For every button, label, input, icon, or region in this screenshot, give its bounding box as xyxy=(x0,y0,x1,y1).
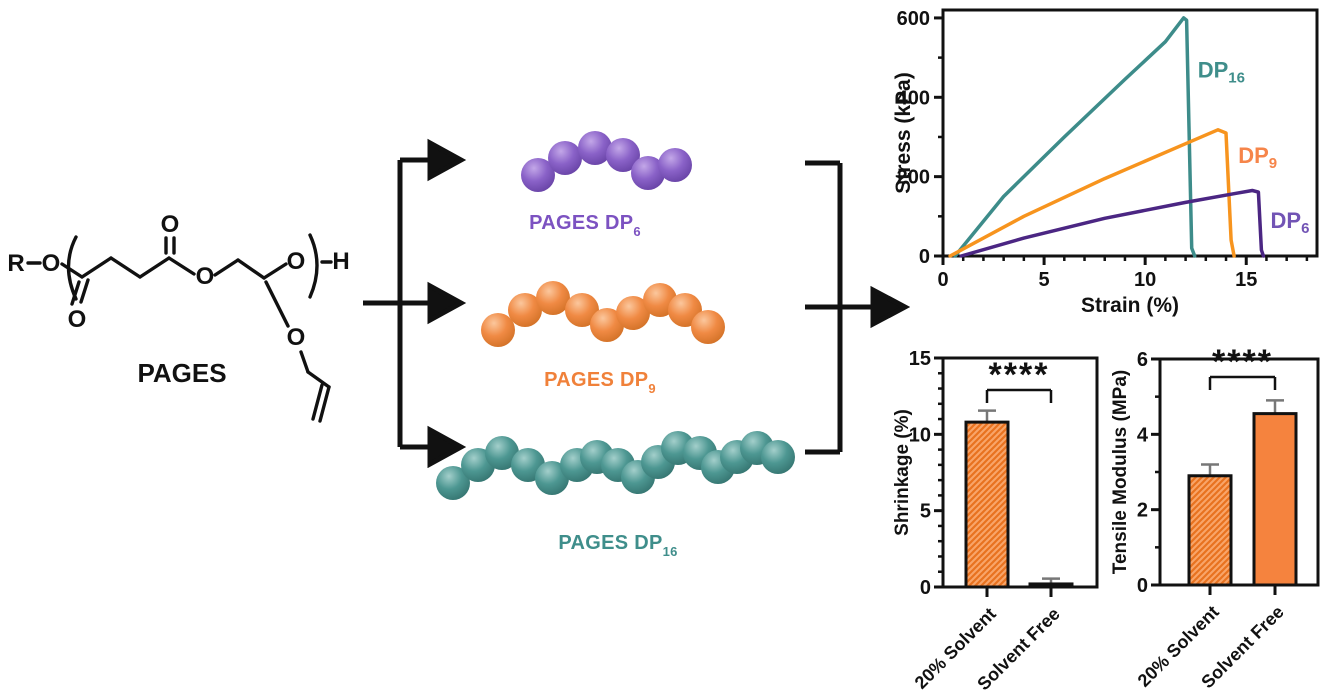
bead xyxy=(535,461,569,495)
bead xyxy=(508,293,542,327)
chain-label-dp9: PAGES DP9 xyxy=(510,369,690,396)
bead xyxy=(481,313,515,347)
branch-arrow-lines xyxy=(363,138,467,468)
bead xyxy=(436,466,470,500)
branch-arrows xyxy=(363,138,467,468)
bead xyxy=(631,156,665,190)
bead-chain-dp6 xyxy=(521,131,692,192)
series-label-DP9: DP9 xyxy=(1238,143,1277,172)
collect-bracket-arrow xyxy=(805,160,910,455)
y-axis-label: Shrinkage (%) xyxy=(892,409,913,536)
chain-label-dp16: PAGES DP16 xyxy=(528,532,708,559)
atom-O: O xyxy=(42,250,61,277)
svg-text:200: 200 xyxy=(897,167,930,189)
structure-name-label: PAGES xyxy=(137,358,226,388)
bar-20-solvent xyxy=(1187,463,1233,587)
bracket-lines xyxy=(805,160,910,455)
close-paren xyxy=(308,233,319,299)
atom-O-ester: O xyxy=(196,263,215,290)
bead xyxy=(485,436,519,470)
arrowhead-top xyxy=(427,138,467,182)
atom-H: H xyxy=(332,248,349,275)
bead xyxy=(590,308,624,342)
chain-label-sub: 16 xyxy=(662,544,678,559)
y-axis-label: Tensile Modulus (MPa) xyxy=(1110,370,1131,574)
bead xyxy=(578,131,612,165)
svg-text:600: 600 xyxy=(897,8,930,30)
atom-O-carbonyl-down: O xyxy=(68,306,87,333)
svg-text:10: 10 xyxy=(909,424,931,446)
bead xyxy=(521,158,555,192)
series-DP6: DP6 xyxy=(959,188,1310,258)
bead xyxy=(691,310,725,344)
bead xyxy=(565,293,599,327)
chain-label-text: PAGES DP xyxy=(558,532,663,554)
bar-20-solvent xyxy=(964,409,1010,589)
svg-text:400: 400 xyxy=(897,87,930,109)
significance: **** xyxy=(985,356,1053,403)
y-axis-label: Stress (kPa) xyxy=(892,72,915,193)
svg-text:0: 0 xyxy=(920,577,931,599)
series-label-DP6: DP6 xyxy=(1271,208,1310,237)
open-paren xyxy=(66,235,78,301)
bead xyxy=(658,148,692,182)
bar-solvent-free xyxy=(1028,577,1074,589)
svg-text:0: 0 xyxy=(919,246,930,268)
chain-label-sub: 9 xyxy=(648,381,656,396)
bead xyxy=(616,296,650,330)
svg-text:15: 15 xyxy=(1235,269,1257,291)
arrowhead-right xyxy=(870,285,910,329)
svg-text:2: 2 xyxy=(1137,500,1148,522)
significance-stars: **** xyxy=(1212,345,1273,381)
bead xyxy=(548,141,582,175)
bonds xyxy=(26,233,333,423)
arrowhead-middle xyxy=(427,281,467,325)
chain-label-sub: 6 xyxy=(633,224,641,239)
svg-text:5: 5 xyxy=(920,501,931,523)
atoms: R O O O O O H O xyxy=(7,211,349,351)
stress-strain-chart: 0 5 10 15 0 200 400 600 Strain (%) Stress (kPa) DP… xyxy=(892,8,1319,317)
pages-chemical-structure: R O O O O O H O PAGES xyxy=(7,211,350,423)
x-axis-label: Strain (%) xyxy=(1081,294,1179,317)
bead-chain-dp16 xyxy=(436,431,795,500)
svg-text:5: 5 xyxy=(1039,269,1050,291)
series-label-DP16: DP16 xyxy=(1198,58,1245,87)
chain-label-dp6: PAGES DP6 xyxy=(495,212,675,239)
arrowhead-bottom xyxy=(427,425,467,468)
svg-text:0: 0 xyxy=(1137,575,1148,597)
bead-chain-dp9 xyxy=(481,281,725,347)
axes: 0 5 10 15 0 200 400 600 Strain (%) Stress (kPa) xyxy=(892,8,1319,317)
bead xyxy=(761,440,795,474)
chain-label-text: PAGES DP xyxy=(544,369,649,391)
atom-R: R xyxy=(7,250,24,277)
significance: **** xyxy=(1208,345,1277,390)
svg-text:6: 6 xyxy=(1137,349,1148,371)
bead xyxy=(536,281,570,315)
bar-solvent-free xyxy=(1252,399,1298,587)
atom-O-ether: O xyxy=(287,324,306,351)
atom-O-carbonyl-up: O xyxy=(161,211,180,238)
significance-stars: **** xyxy=(989,356,1050,394)
chain-label-text: PAGES DP xyxy=(529,212,634,234)
svg-text:0: 0 xyxy=(937,269,948,291)
series-DP16: DP16 xyxy=(953,16,1245,258)
bead xyxy=(606,138,640,172)
atom-O-hydroxyl: O xyxy=(287,248,306,275)
svg-text:4: 4 xyxy=(1137,424,1149,446)
series-DP9: DP9 xyxy=(948,128,1277,258)
svg-text:15: 15 xyxy=(909,348,931,370)
svg-text:10: 10 xyxy=(1134,269,1156,291)
